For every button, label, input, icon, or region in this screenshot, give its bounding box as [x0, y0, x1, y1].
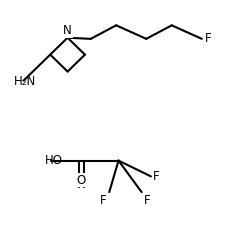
Text: N: N: [63, 24, 72, 36]
Text: H₂N: H₂N: [14, 75, 36, 88]
Text: F: F: [144, 195, 150, 207]
Text: HO: HO: [45, 154, 62, 167]
Text: F: F: [153, 170, 160, 183]
Text: F: F: [100, 195, 107, 207]
Text: F: F: [205, 32, 212, 45]
Text: O: O: [77, 173, 86, 186]
